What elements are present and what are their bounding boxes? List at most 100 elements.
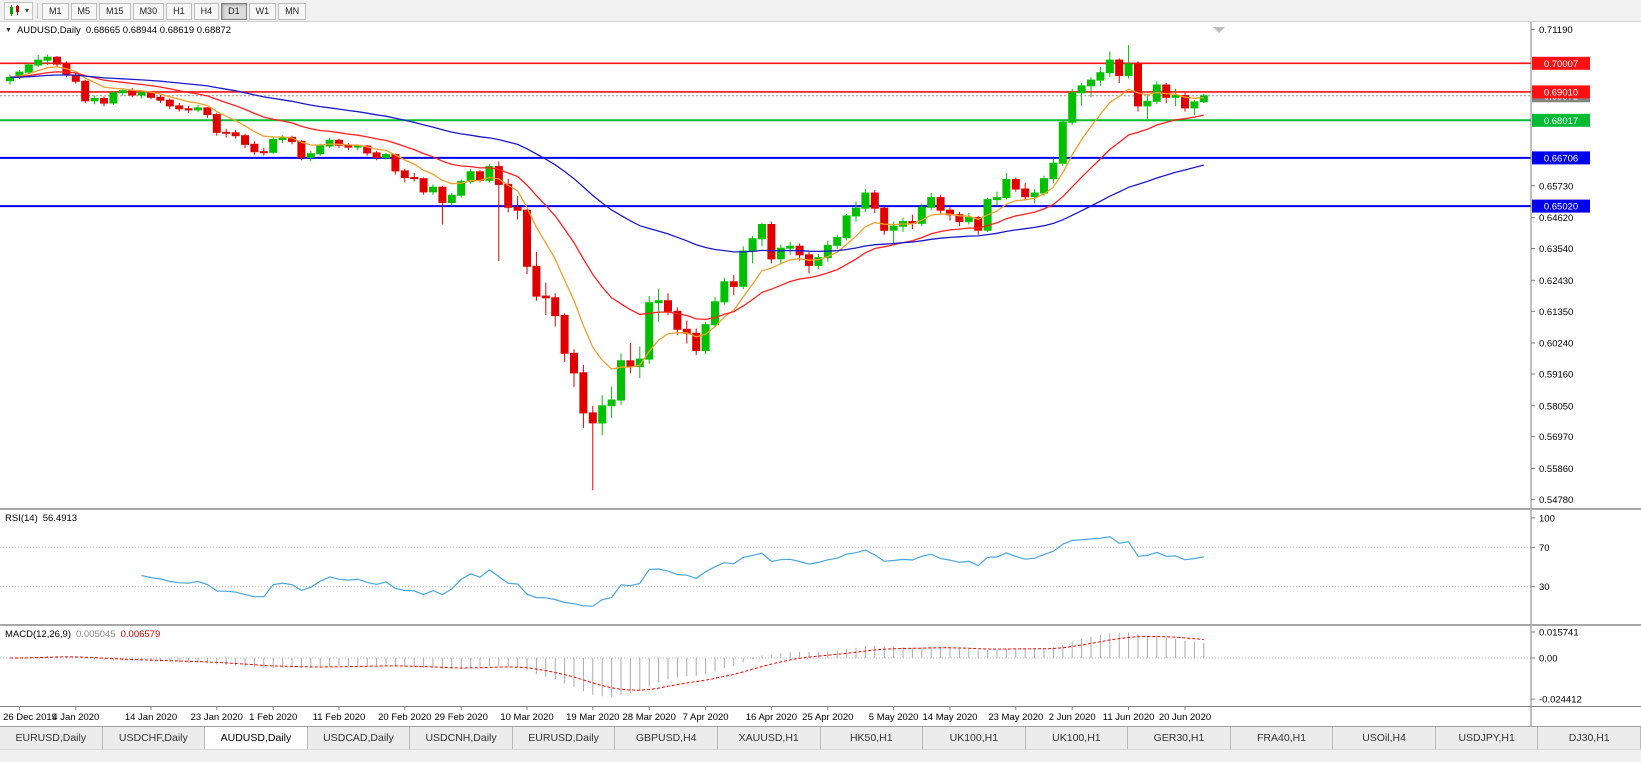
macd-histogram (18, 632, 1205, 697)
timeframe-button-mn[interactable]: MN (278, 3, 307, 20)
svg-text:0.65730: 0.65730 (1539, 181, 1573, 192)
svg-text:0.69010: 0.69010 (1544, 87, 1578, 98)
timeframe-button-d1[interactable]: D1 (221, 3, 247, 20)
svg-text:-0.024412: -0.024412 (1539, 695, 1582, 706)
horizontal-level-lines (0, 62, 1531, 208)
timeframe-button-m5[interactable]: M5 (70, 3, 98, 20)
macd-main-value: 0.005045 (76, 629, 116, 640)
collapse-triangle-icon[interactable]: ▼ (5, 27, 12, 34)
svg-text:0.61350: 0.61350 (1539, 307, 1573, 318)
chart-tab-13-usoil-h4[interactable]: USOil,H4 (1333, 727, 1436, 749)
svg-text:0.56970: 0.56970 (1539, 432, 1573, 443)
svg-text:11 Jun 2020: 11 Jun 2020 (1103, 712, 1155, 723)
svg-text:0.63540: 0.63540 (1539, 244, 1573, 255)
chart-tab-0-eurusd-daily[interactable]: EURUSD,Daily (0, 727, 103, 749)
macd-signal-line (10, 636, 1204, 691)
svg-text:0.55860: 0.55860 (1539, 464, 1573, 475)
svg-text:0.66706: 0.66706 (1544, 153, 1578, 164)
svg-text:70: 70 (1539, 543, 1550, 554)
price-badge-0.66706 (1532, 151, 1590, 165)
macd-chart[interactable]: 0.015741 0.00 -0.024412 (0, 626, 1641, 706)
chart-tab-14-usdjpy-h1[interactable]: USDJPY,H1 (1435, 727, 1539, 749)
chart-tab-5-eurusd-daily[interactable]: EURUSD,Daily (512, 727, 616, 749)
chart-tab-4-usdcnh-daily[interactable]: USDCNH,Daily (410, 727, 513, 749)
svg-text:0.015741: 0.015741 (1539, 628, 1579, 639)
svg-text:10 Mar 2020: 10 Mar 2020 (500, 712, 553, 723)
svg-text:20 Feb 2020: 20 Feb 2020 (378, 712, 431, 723)
svg-text:14 May 2020: 14 May 2020 (923, 712, 978, 723)
svg-text:29 Feb 2020: 29 Feb 2020 (435, 712, 488, 723)
chart-tab-2-audusd-daily[interactable]: AUDUSD,Daily (205, 727, 308, 749)
chart-tab-11-ger30-h1[interactable]: GER30,H1 (1128, 727, 1231, 749)
macd-indicator-name: MACD(12,26,9) (5, 629, 71, 640)
rsi-current-value: 56.4913 (42, 513, 78, 524)
rsi-chart[interactable]: 100 70 30 (0, 510, 1641, 624)
svg-text:0.68017: 0.68017 (1544, 116, 1578, 127)
chart-tab-10-uk100-h1[interactable]: UK100,H1 (1025, 727, 1129, 749)
status-bar (0, 749, 1641, 762)
price-badge-0.65020 (1532, 199, 1590, 213)
svg-text:0.60240: 0.60240 (1539, 339, 1573, 350)
timeframe-button-m1[interactable]: M1 (42, 3, 69, 20)
timeframe-button-h4[interactable]: H4 (193, 3, 220, 20)
moving-average-55-line (9, 74, 1204, 253)
svg-text:25 Apr 2020: 25 Apr 2020 (802, 712, 853, 723)
pane-resize-handle[interactable] (0, 508, 1641, 510)
svg-text:0.71190: 0.71190 (1539, 25, 1573, 36)
timeframe-button-w1[interactable]: W1 (248, 3, 277, 20)
rsi-line (141, 536, 1204, 607)
chart-tab-8-hk50-h1[interactable]: HK50,H1 (820, 727, 924, 749)
svg-text:7 Apr 2020: 7 Apr 2020 (683, 712, 729, 723)
svg-text:16 Apr 2020: 16 Apr 2020 (746, 712, 797, 723)
svg-text:14 Jan 2020: 14 Jan 2020 (125, 712, 177, 723)
svg-text:23 Jan 2020: 23 Jan 2020 (191, 712, 243, 723)
svg-text:0.00: 0.00 (1539, 654, 1558, 665)
timeframe-button-m30[interactable]: M30 (132, 3, 165, 20)
macd-label: MACD(12,26,9) 0.005045 0.006579 (5, 629, 160, 640)
chart-tab-1-usdchf-daily[interactable]: USDCHF,Daily (102, 727, 206, 749)
chart-tab-bar: EURUSD,Daily USDCHF,Daily AUDUSD,Daily USDC… (0, 726, 1641, 749)
svg-text:4 Jan 2020: 4 Jan 2020 (52, 712, 99, 723)
chart-tab-3-usdcad-daily[interactable]: USDCAD,Daily (307, 727, 411, 749)
timeframe-toolbar: ▾ M1 M5 M15 M30 H1 H4 D1 W1 MN (0, 0, 1641, 22)
macd-pane: 0.015741 0.00 -0.024412 MACD(12,26,9) 0.00… (0, 626, 1641, 706)
timeframe-button-h1[interactable]: H1 (166, 3, 192, 20)
rsi-indicator-name: RSI(14) (5, 513, 38, 524)
moving-average-20-line (9, 71, 1204, 321)
svg-text:0.58050: 0.58050 (1539, 401, 1573, 412)
chart-tab-15-dj30-h1[interactable]: DJ30,H1 (1538, 727, 1641, 749)
chart-tab-9-uk100-h1[interactable]: UK100,H1 (923, 727, 1026, 749)
svg-text:0.54780: 0.54780 (1539, 495, 1573, 506)
svg-text:26 Dec 2019: 26 Dec 2019 (3, 712, 57, 723)
svg-text:20 Jun 2020: 20 Jun 2020 (1159, 712, 1211, 723)
price-badge-0.70007 (1532, 56, 1590, 70)
chart-symbol-label: AUDUSD,Daily (16, 25, 81, 36)
chart-tab-12-fra40-h1[interactable]: FRA40,H1 (1230, 727, 1334, 749)
svg-text:1 Feb 2020: 1 Feb 2020 (249, 712, 297, 723)
svg-text:11 Feb 2020: 11 Feb 2020 (313, 712, 366, 723)
svg-text:5 May 2020: 5 May 2020 (869, 712, 919, 723)
svg-text:0.65020: 0.65020 (1544, 202, 1578, 213)
timeframe-button-m15[interactable]: M15 (99, 3, 131, 20)
time-axis[interactable]: 26 Dec 2019 4 Jan 2020 14 Jan 2020 23 Jan 2… (0, 706, 1641, 726)
chart-title: ▼ AUDUSD,Daily 0.68665 0.68944 0.68619 0… (5, 25, 231, 36)
chart-tab-6-gbpusd-h4[interactable]: GBPUSD,H4 (615, 727, 718, 749)
svg-text:23 May 2020: 23 May 2020 (988, 712, 1043, 723)
candlestick-chart-icon (10, 5, 19, 16)
chevron-down-icon: ▾ (25, 6, 30, 15)
svg-text:28 Mar 2020: 28 Mar 2020 (623, 712, 676, 723)
chart-type-button[interactable]: ▾ (4, 1, 34, 20)
chart-shift-marker-icon[interactable] (1213, 27, 1225, 33)
svg-text:100: 100 (1539, 513, 1555, 524)
svg-text:30: 30 (1539, 582, 1550, 593)
main-chart-pane: 0.71190 0.65730 0.64620 0.63540 0.62430 0.613… (0, 22, 1641, 508)
chart-ohlc-values: 0.68665 0.68944 0.68619 0.68872 (85, 25, 232, 36)
main-chart[interactable]: 0.71190 0.65730 0.64620 0.63540 0.62430 0.613… (0, 22, 1641, 508)
rsi-label: RSI(14) 56.4913 (5, 513, 77, 524)
pane-resize-handle[interactable] (0, 624, 1641, 626)
macd-signal-value: 0.006579 (120, 629, 161, 640)
svg-text:0.59160: 0.59160 (1539, 369, 1573, 380)
svg-text:19 Mar 2020: 19 Mar 2020 (566, 712, 619, 723)
chart-tab-7-xauusd-h1[interactable]: XAUUSD,H1 (717, 727, 821, 749)
price-badge-0.69010 (1532, 85, 1590, 99)
